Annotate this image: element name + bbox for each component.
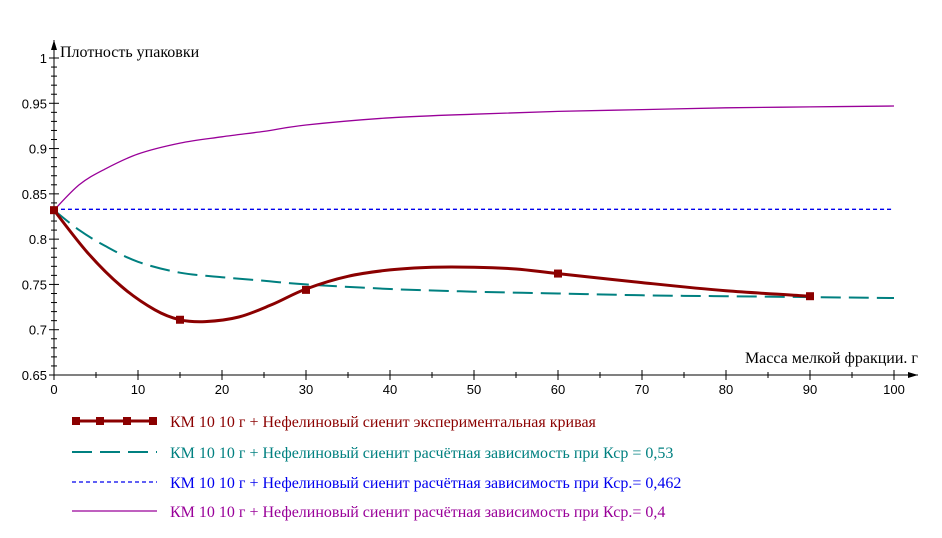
x-tick-label: 10 xyxy=(131,382,145,397)
legend-marker xyxy=(72,417,80,425)
data-point-marker xyxy=(176,315,184,324)
legend-marker xyxy=(149,417,157,425)
x-tick-label: 0 xyxy=(50,382,57,397)
x-tick-label: 40 xyxy=(383,382,397,397)
x-tick-label: 30 xyxy=(299,382,313,397)
x-tick-label: 60 xyxy=(551,382,565,397)
legend-label-2: КМ 10 10 г + Нефелиновый сиенит расчётна… xyxy=(170,445,673,462)
legend-label-3: КМ 10 10 г + Нефелиновый сиенит расчётна… xyxy=(170,475,681,492)
y-tick-label: 0.75 xyxy=(22,277,47,292)
series-line-2 xyxy=(53,209,895,299)
legend-marker xyxy=(123,417,131,425)
y-tick-label: 0.85 xyxy=(22,187,47,202)
y-tick-label: 0.8 xyxy=(29,232,47,247)
x-axis-title: Масса мелкой фракции. г xyxy=(745,350,918,367)
y-axis-title: Плотность упаковки xyxy=(60,44,200,61)
y-tick-label: 0.65 xyxy=(22,368,47,383)
series-line-4 xyxy=(53,105,895,211)
y-tick-label: 1 xyxy=(40,51,47,66)
y-tick-label: 0.7 xyxy=(29,323,47,338)
data-point-marker xyxy=(302,285,310,294)
data-point-marker xyxy=(50,206,58,215)
series-line-1 xyxy=(52,209,811,324)
x-axis-arrow xyxy=(908,372,918,378)
legend-marker xyxy=(96,417,104,425)
x-tick-label: 80 xyxy=(719,382,733,397)
x-tick-label: 70 xyxy=(635,382,649,397)
y-axis-arrow xyxy=(51,40,57,50)
x-tick-label: 50 xyxy=(467,382,481,397)
legend: КМ 10 10 г + Нефелиновый сиенит эксперим… xyxy=(72,414,681,521)
data-point-marker xyxy=(806,292,814,301)
data-point-marker xyxy=(554,269,562,278)
y-tick-label: 0.9 xyxy=(29,142,47,157)
x-tick-label: 100 xyxy=(883,382,905,397)
legend-label-1: КМ 10 10 г + Нефелиновый сиенит эксперим… xyxy=(170,414,597,431)
y-tick-label: 0.95 xyxy=(22,96,47,111)
x-tick-label: 20 xyxy=(215,382,229,397)
legend-label-4: КМ 10 10 г + Нефелиновый сиенит расчётна… xyxy=(170,504,665,521)
axes: 0 10 20 30 40 50 60 70 80 90 100 0.65 0.7 0.75 0.8 0.85… xyxy=(22,40,918,397)
series-layer xyxy=(50,105,895,324)
x-tick-label: 90 xyxy=(803,382,817,397)
